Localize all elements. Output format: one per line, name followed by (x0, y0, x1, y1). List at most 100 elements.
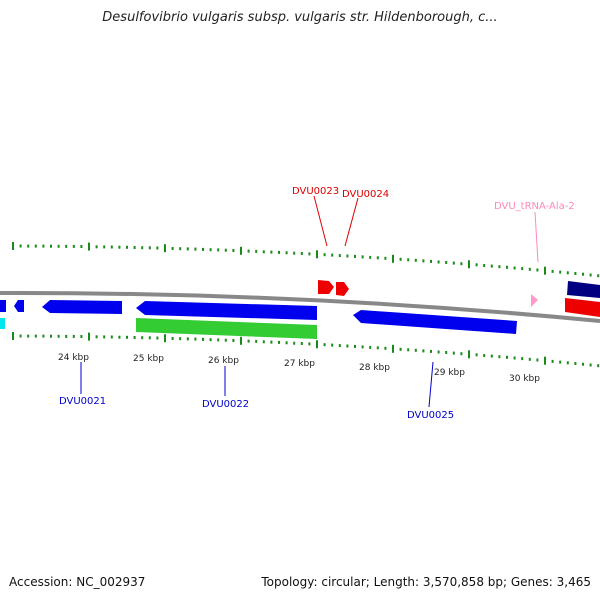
minor-tick (559, 360, 562, 364)
minor-tick (110, 245, 113, 249)
leader-lines (80, 195, 539, 408)
minor-tick (528, 267, 531, 271)
minor-tick (27, 244, 30, 248)
minor-tick (209, 248, 212, 252)
gene-dvu0023[interactable] (318, 280, 334, 294)
minor-tick (247, 249, 250, 253)
partial-blue-feature[interactable] (0, 300, 6, 312)
minor-tick (50, 244, 52, 248)
minor-tick (384, 346, 387, 350)
minor-tick (506, 355, 508, 359)
major-tick (164, 334, 166, 343)
minor-tick (19, 334, 22, 338)
major-tick (392, 254, 394, 263)
major-tick (88, 332, 90, 341)
kbp-label-26: 26 kbp (208, 356, 239, 366)
gene-label-dvu0024[interactable]: DVU0024 (342, 189, 389, 200)
minor-tick (148, 336, 151, 340)
major-tick (544, 266, 546, 275)
gene-label-dvu-trna-ala-2[interactable]: DVU_tRNA-Ala-2 (494, 201, 575, 212)
kbp-label-29: 29 kbp (434, 368, 465, 378)
minor-tick (574, 272, 577, 275)
major-tick (240, 336, 242, 345)
partial-cyan-feature[interactable] (0, 318, 5, 329)
minor-tick (475, 353, 478, 357)
minor-tick (331, 253, 334, 257)
minor-tick (262, 340, 265, 344)
minor-tick (255, 339, 258, 343)
kbp-label-28: 28 kbp (359, 363, 390, 373)
minor-tick (293, 341, 296, 345)
major-tick (240, 246, 242, 255)
outer-tick-track (12, 242, 600, 278)
gene-dvu0024[interactable] (336, 282, 349, 296)
minor-tick (171, 337, 174, 340)
minor-tick (369, 345, 372, 349)
minor-tick (414, 258, 417, 262)
minor-tick (430, 349, 432, 353)
minor-tick (285, 341, 288, 345)
minor-tick (285, 251, 288, 255)
gene-dvu0021[interactable] (42, 300, 122, 314)
minor-tick (278, 250, 280, 254)
gene-label-dvu0025[interactable]: DVU0025 (407, 410, 454, 421)
minor-tick (179, 337, 182, 341)
minor-tick (521, 357, 524, 361)
minor-tick (148, 246, 151, 250)
minor-tick (445, 351, 448, 354)
minor-tick (126, 245, 128, 249)
minor-tick (384, 256, 387, 260)
gene-label-dvu0021[interactable]: DVU0021 (59, 396, 106, 407)
minor-tick (414, 348, 417, 352)
minor-tick (278, 340, 280, 344)
minor-tick (597, 274, 600, 278)
major-tick (316, 250, 318, 259)
minor-tick (156, 336, 159, 340)
minor-tick (460, 352, 463, 356)
gene-dvu-trna-ala-2[interactable] (531, 294, 538, 307)
minor-tick (566, 271, 569, 275)
minor-tick (217, 248, 220, 252)
minor-tick (19, 244, 22, 248)
minor-tick (27, 334, 30, 338)
minor-tick (452, 261, 455, 265)
minor-tick (490, 264, 493, 268)
minor-tick (338, 344, 341, 348)
minor-tick (186, 247, 189, 251)
kbp-labels: 24 kbp 25 kbp 26 kbp 27 kbp 28 kbp 29 kb… (58, 353, 540, 384)
minor-tick (506, 265, 508, 269)
minor-tick (57, 244, 60, 248)
navy-feature[interactable] (567, 281, 600, 298)
minor-tick (460, 262, 463, 266)
minor-tick (346, 254, 349, 258)
minor-tick (407, 258, 410, 262)
minor-tick (475, 263, 478, 267)
minor-tick (42, 334, 45, 338)
kbp-label-30: 30 kbp (509, 374, 540, 384)
minor-tick (422, 259, 425, 263)
major-tick (468, 260, 470, 269)
gene-dvu0022-blue[interactable] (136, 301, 317, 320)
red-feature[interactable] (565, 298, 600, 317)
minor-tick (110, 335, 113, 339)
gene-dvu0025[interactable] (353, 310, 517, 334)
minor-tick (232, 249, 235, 252)
minor-tick (528, 357, 531, 361)
major-tick (544, 356, 546, 365)
minor-tick (186, 337, 189, 341)
minor-tick (202, 247, 204, 251)
minor-tick (582, 272, 584, 276)
minor-tick (141, 246, 144, 250)
small-blue-feature[interactable] (14, 300, 24, 312)
minor-tick (323, 343, 326, 347)
minor-tick (118, 245, 121, 249)
minor-tick (80, 245, 83, 248)
gene-dvu0022-green[interactable] (136, 318, 317, 339)
minor-tick (513, 356, 516, 360)
minor-tick (490, 354, 493, 358)
gene-label-dvu0022[interactable]: DVU0022 (202, 399, 249, 410)
genome-backbone (0, 290, 600, 323)
minor-tick (308, 342, 311, 346)
gene-label-dvu0023[interactable]: DVU0023 (292, 186, 339, 197)
